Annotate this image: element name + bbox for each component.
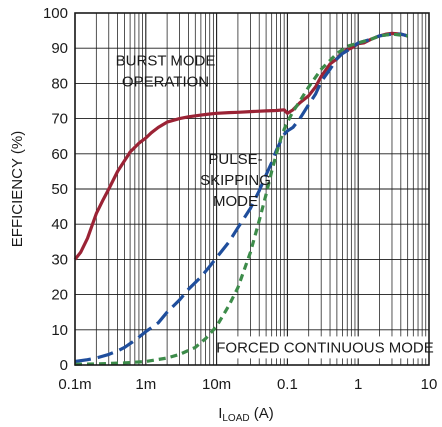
- y-tick-label: 70: [51, 111, 68, 128]
- y-tick-label: 30: [51, 251, 68, 268]
- annotation-pulse: MODE: [213, 193, 258, 210]
- x-axis-label: ILOAD (A): [218, 405, 274, 424]
- tick-labels: 0 10 20 30 40 50 60 70 80 90 100 0.1m 1m 10m 0.1 1 10: [43, 5, 437, 393]
- series-lines: [73, 31, 409, 366]
- x-tick-label: 1: [354, 376, 362, 393]
- annotation-pulse: SKIPPING: [200, 172, 271, 189]
- x-axis-label-subscript: LOAD: [222, 413, 249, 424]
- x-axis-label-unit: (A): [250, 405, 274, 422]
- y-tick-label: 80: [51, 75, 68, 92]
- plot-frame: [74, 12, 430, 366]
- series-line-forced: [74, 32, 408, 366]
- x-tick-label: 1m: [135, 376, 156, 393]
- y-tick-label: 0: [60, 357, 68, 374]
- annotation-forced: FORCED CONTINUOUS MODE: [216, 339, 434, 356]
- annotation-background: [224, 336, 442, 359]
- y-tick-label: 90: [51, 40, 68, 57]
- annotation-burst: BURST MODE: [116, 53, 216, 70]
- y-tick-label: 100: [43, 5, 68, 22]
- y-axis-label: EFFICIENCY (%): [9, 131, 26, 247]
- series-line-pulse: [74, 32, 409, 364]
- annotations: BURST MODE OPERATION PULSE- SKIPPING MODE FOR…: [116, 53, 442, 359]
- y-tick-label: 10: [51, 322, 68, 339]
- annotation-burst: OPERATION: [122, 74, 209, 91]
- x-tick-label: 0.1m: [58, 376, 91, 393]
- y-tick-label: 40: [51, 216, 68, 233]
- y-tick-label: 20: [51, 287, 68, 304]
- y-tick-label: 60: [51, 146, 68, 163]
- x-axis-label-main: I: [218, 405, 222, 422]
- annotation-pulse: PULSE-: [208, 151, 262, 168]
- x-tick-label: 10: [421, 376, 438, 393]
- x-tick-label: 0.1: [277, 376, 298, 393]
- x-tick-label: 10m: [202, 376, 231, 393]
- y-tick-label: 50: [51, 181, 68, 198]
